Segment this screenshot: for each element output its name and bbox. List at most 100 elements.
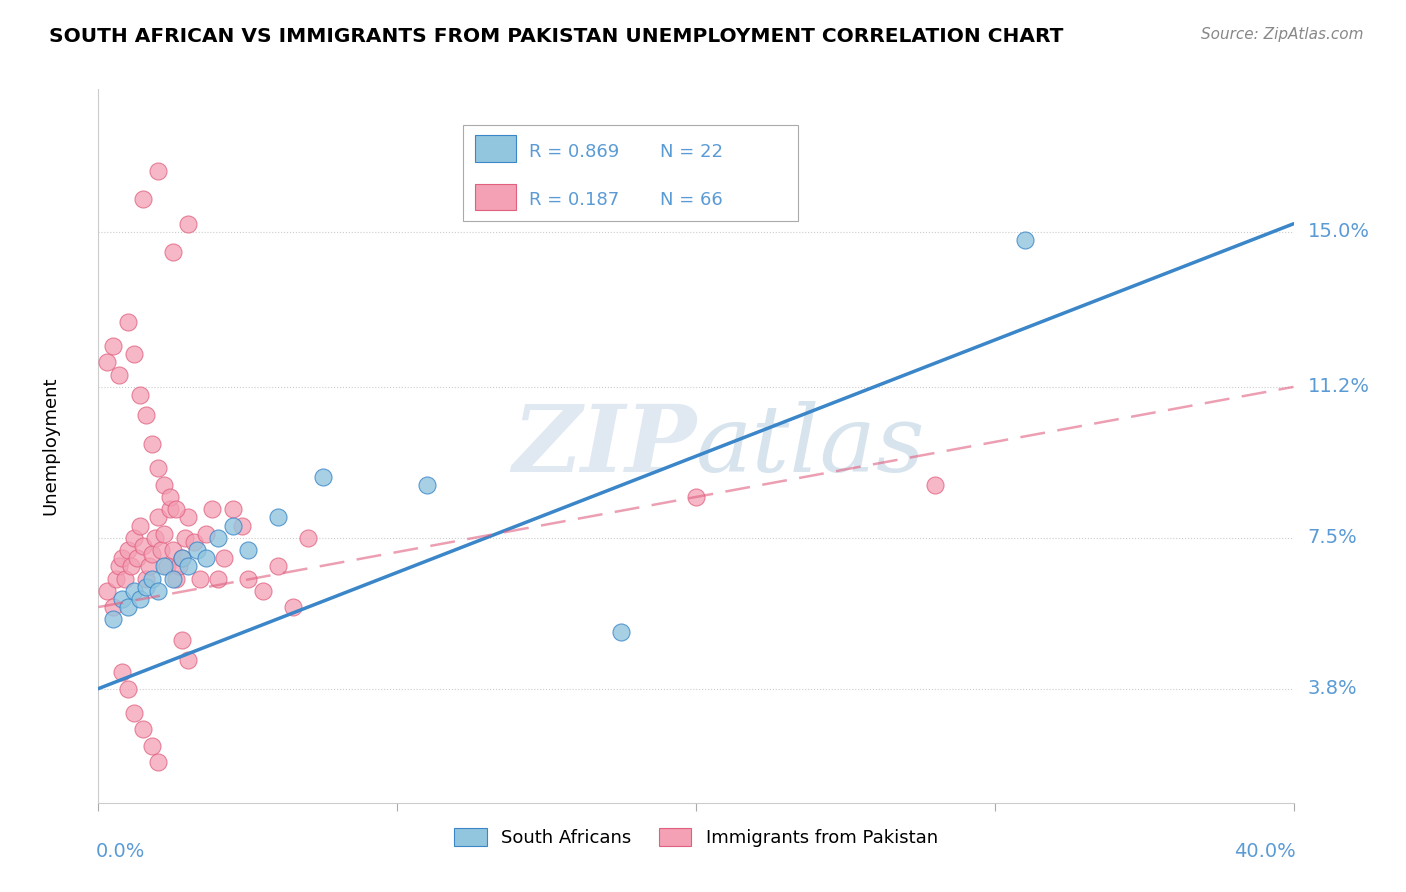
- Text: 15.0%: 15.0%: [1308, 222, 1369, 242]
- Point: [172, 551, 194, 566]
- Point: [117, 315, 139, 329]
- Point: [174, 531, 197, 545]
- Point: [135, 572, 157, 586]
- Point: [207, 572, 229, 586]
- Point: [159, 502, 181, 516]
- Point: [195, 551, 218, 566]
- Point: [129, 591, 152, 606]
- FancyBboxPatch shape: [475, 184, 516, 210]
- Point: [141, 739, 163, 753]
- Point: [148, 461, 170, 475]
- Point: [143, 531, 166, 545]
- Point: [96, 355, 118, 369]
- Point: [141, 437, 163, 451]
- Point: [103, 600, 125, 615]
- Point: [105, 572, 128, 586]
- Point: [231, 518, 253, 533]
- Text: N = 66: N = 66: [661, 191, 723, 209]
- Point: [132, 539, 155, 553]
- Point: [153, 559, 176, 574]
- Point: [207, 531, 229, 545]
- Point: [111, 551, 134, 566]
- Point: [135, 580, 157, 594]
- Text: R = 0.869: R = 0.869: [529, 143, 619, 161]
- Point: [124, 531, 146, 545]
- Point: [416, 477, 439, 491]
- Point: [222, 518, 245, 533]
- Point: [281, 600, 304, 615]
- Point: [183, 534, 205, 549]
- Legend: South Africans, Immigrants from Pakistan: South Africans, Immigrants from Pakistan: [447, 821, 945, 855]
- Point: [129, 518, 152, 533]
- Point: [103, 339, 125, 353]
- Point: [172, 632, 194, 647]
- Point: [165, 572, 187, 586]
- Point: [148, 510, 170, 524]
- Text: 7.5%: 7.5%: [1308, 528, 1358, 548]
- Point: [167, 559, 190, 574]
- Point: [297, 531, 319, 545]
- Point: [159, 490, 181, 504]
- Point: [236, 543, 259, 558]
- FancyBboxPatch shape: [475, 136, 516, 161]
- Point: [236, 572, 259, 586]
- Point: [114, 572, 136, 586]
- Point: [124, 583, 146, 598]
- Point: [156, 559, 179, 574]
- Point: [177, 217, 200, 231]
- Point: [120, 559, 142, 574]
- Text: Source: ZipAtlas.com: Source: ZipAtlas.com: [1201, 27, 1364, 42]
- Point: [252, 583, 274, 598]
- Point: [201, 502, 224, 516]
- Point: [153, 526, 176, 541]
- Point: [148, 163, 170, 178]
- Text: R = 0.187: R = 0.187: [529, 191, 619, 209]
- Point: [177, 510, 200, 524]
- Point: [188, 572, 211, 586]
- Text: Unemployment: Unemployment: [42, 376, 59, 516]
- FancyBboxPatch shape: [463, 125, 797, 221]
- Point: [141, 547, 163, 561]
- Point: [111, 591, 134, 606]
- Point: [267, 559, 290, 574]
- Point: [311, 469, 333, 483]
- Text: atlas: atlas: [696, 401, 925, 491]
- Point: [132, 723, 155, 737]
- Point: [165, 502, 187, 516]
- Point: [132, 192, 155, 206]
- Text: 0.0%: 0.0%: [96, 842, 145, 861]
- Point: [150, 543, 173, 558]
- Point: [1014, 233, 1036, 247]
- Point: [153, 477, 176, 491]
- Point: [108, 368, 131, 382]
- Point: [111, 665, 134, 680]
- Point: [177, 559, 200, 574]
- Text: 11.2%: 11.2%: [1308, 377, 1369, 396]
- Point: [610, 624, 633, 639]
- Point: [148, 583, 170, 598]
- Text: 3.8%: 3.8%: [1308, 679, 1357, 698]
- Point: [124, 706, 146, 720]
- Point: [138, 559, 160, 574]
- Point: [127, 551, 149, 566]
- Text: N = 22: N = 22: [661, 143, 723, 161]
- Point: [129, 388, 152, 402]
- Point: [172, 551, 194, 566]
- Point: [186, 543, 208, 558]
- Point: [162, 572, 184, 586]
- Point: [96, 583, 118, 598]
- Point: [177, 653, 200, 667]
- Point: [267, 510, 290, 524]
- Point: [117, 543, 139, 558]
- Point: [212, 551, 235, 566]
- Point: [222, 502, 245, 516]
- Point: [108, 559, 131, 574]
- Text: 40.0%: 40.0%: [1234, 842, 1296, 861]
- Point: [685, 490, 707, 504]
- Point: [124, 347, 146, 361]
- Point: [924, 477, 946, 491]
- Point: [135, 409, 157, 423]
- Point: [103, 612, 125, 626]
- Point: [162, 245, 184, 260]
- Point: [162, 543, 184, 558]
